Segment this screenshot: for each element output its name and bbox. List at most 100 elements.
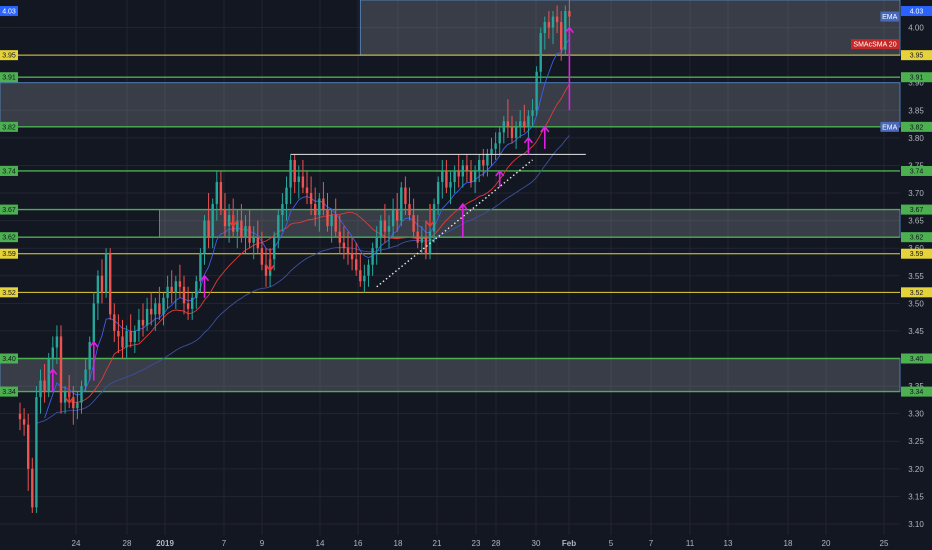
candle-body xyxy=(100,275,104,293)
level-tag-label: 3.74 xyxy=(2,168,16,175)
candle-body xyxy=(182,286,186,304)
arrow-up xyxy=(89,340,99,381)
candle-body xyxy=(256,237,259,249)
candle-body xyxy=(72,397,75,409)
level-tag-bg xyxy=(901,232,932,243)
candle-body xyxy=(297,176,300,183)
candle xyxy=(391,198,395,238)
candle-body xyxy=(244,226,247,238)
candle xyxy=(547,11,551,39)
candle-body xyxy=(502,121,505,133)
level-tag-bg xyxy=(0,121,18,132)
y-tick-label: 3.10 xyxy=(908,520,924,529)
candle-body xyxy=(473,170,477,183)
level-tag-bg xyxy=(901,204,932,215)
candle xyxy=(72,386,75,425)
candle-body xyxy=(367,264,370,276)
candle-body xyxy=(129,330,132,342)
candle-body xyxy=(92,303,95,342)
level-tag-bg xyxy=(0,353,18,364)
candle-body xyxy=(469,170,473,183)
candle-body xyxy=(121,336,124,348)
candle xyxy=(498,126,501,155)
level-tag-label: 3.52 xyxy=(2,290,16,297)
grid-lines xyxy=(0,0,900,535)
candle xyxy=(301,159,305,194)
candle xyxy=(59,325,63,414)
candle xyxy=(318,193,321,232)
candle xyxy=(519,110,522,138)
y-tick-label: 3.20 xyxy=(908,465,924,474)
candle xyxy=(141,303,145,337)
arrow-up xyxy=(495,169,505,188)
candle-body xyxy=(215,182,218,205)
candle xyxy=(145,297,149,331)
arrow-up-head xyxy=(48,368,58,376)
candle-body xyxy=(195,281,198,298)
candle-body xyxy=(264,264,268,276)
x-tick-label: 18 xyxy=(784,539,793,548)
candle xyxy=(531,99,534,127)
time-axis[interactable]: 24 28 2019 7 9 14 16 18 21 23 28 30 Feb 5 7 11 13 18 20 25 xyxy=(72,539,889,548)
candle-body xyxy=(55,336,59,348)
candle xyxy=(47,352,50,398)
level-tag-bg xyxy=(901,121,932,132)
candle-body xyxy=(482,159,485,166)
candle-body xyxy=(289,159,292,188)
candle xyxy=(137,308,141,342)
candle xyxy=(43,364,46,403)
candle-body xyxy=(22,419,26,425)
y-tick-label: 3.85 xyxy=(908,106,924,115)
indicator-tag-label: SMAcSMA 20 xyxy=(853,42,896,49)
level-tag: 3.59 xyxy=(901,248,932,259)
candle xyxy=(219,170,223,216)
candle xyxy=(432,198,436,243)
candle xyxy=(22,408,26,436)
candle xyxy=(211,198,214,249)
candle-body xyxy=(88,341,91,370)
candle xyxy=(260,231,264,271)
candle xyxy=(400,182,403,227)
candle xyxy=(121,319,124,359)
candle xyxy=(478,154,481,183)
candle-body xyxy=(412,215,415,232)
y-tick-label: 3.60 xyxy=(908,244,924,253)
level-tag-bg xyxy=(901,287,932,298)
candle xyxy=(441,159,444,199)
candle xyxy=(379,215,382,254)
candle-body xyxy=(96,275,100,304)
level-tag-label: 3.34 xyxy=(910,389,924,396)
candle-body xyxy=(453,170,456,183)
candle-body xyxy=(301,176,305,188)
level-tag-label: 3.52 xyxy=(910,290,924,297)
candle-body xyxy=(158,303,161,315)
candle-body xyxy=(43,380,46,392)
candle-body xyxy=(449,182,452,188)
indicator-tag: EMA xyxy=(880,11,899,22)
arrow-down xyxy=(228,209,238,228)
candle xyxy=(314,187,317,227)
x-tick-label: 25 xyxy=(880,539,889,548)
level-tag-bg xyxy=(901,6,932,17)
level-tag-label: 4.03 xyxy=(2,9,16,16)
level-tag: 3.40 xyxy=(0,353,18,364)
arrow-down xyxy=(425,204,435,228)
level-tag: 3.34 xyxy=(0,386,18,397)
y-tick-label: 3.35 xyxy=(908,382,924,391)
x-tick-label: 21 xyxy=(433,539,442,548)
candle-body xyxy=(166,286,169,298)
level-tag: 3.67 xyxy=(0,204,18,215)
candle xyxy=(55,325,59,365)
candle-body xyxy=(109,253,112,315)
candle-body xyxy=(547,22,551,28)
y-tick-label: 4.00 xyxy=(908,24,924,33)
candle-body xyxy=(104,253,108,293)
level-tag-bg xyxy=(0,72,18,83)
level-tag: 3.34 xyxy=(901,386,932,397)
candle-body xyxy=(293,159,296,183)
level-tag: 3.52 xyxy=(901,287,932,298)
candle-body xyxy=(437,182,440,205)
candle-body xyxy=(375,237,378,249)
ema-slow-line xyxy=(36,135,570,425)
